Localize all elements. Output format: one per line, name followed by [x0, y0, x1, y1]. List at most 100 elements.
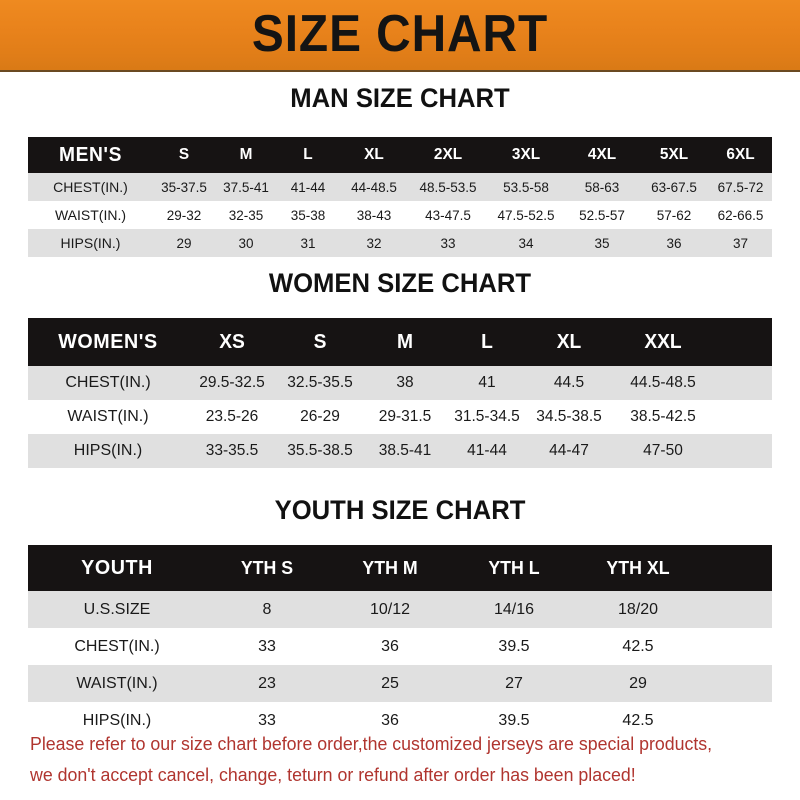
women-cell-0-0: 29.5-32.5	[199, 374, 265, 391]
table-row: CHEST(IN.) 35-37.5 37.5-41 41-44 44-48.5…	[28, 173, 772, 201]
man-col-header-3: XL	[364, 146, 384, 163]
women-col-header-2: M	[396, 330, 413, 353]
man-cell-2-3: 32	[366, 235, 382, 251]
youth-cell-1-1: 36	[381, 637, 399, 655]
man-cell-0-3: 44-48.5	[351, 179, 397, 195]
man-cell-1-2: 35-38	[290, 207, 326, 223]
man-cell-0-4: 48.5-53.5	[419, 179, 477, 195]
youth-cell-2-4	[700, 665, 772, 702]
youth-cell-0-4	[700, 591, 772, 628]
table-row: HIPS(IN.) 29 30 31 32 33 34 35 36 37	[28, 229, 772, 257]
man-table-header-row: MEN'S S M L XL 2XL 3XL 4XL 5XL 6XL	[28, 137, 772, 173]
women-cell-1-0: 23.5-26	[205, 408, 259, 425]
youth-cell-2-2: 27	[505, 674, 523, 692]
youth-table-header-row: YOUTH YTH S YTH M YTH L YTH XL	[28, 545, 772, 591]
women-cell-2-4: 44-47	[549, 442, 589, 459]
table-row: WAIST(IN.) 23 25 27 29	[28, 665, 772, 702]
man-cell-0-7: 63-67.5	[651, 179, 697, 195]
man-cell-2-1: 30	[238, 235, 254, 251]
women-cell-1-6	[716, 400, 772, 434]
man-cell-2-7: 36	[666, 235, 682, 251]
man-cell-0-5: 53.5-58	[503, 179, 549, 195]
women-col-header-5: XXL	[644, 330, 682, 353]
women-cell-0-6	[716, 366, 772, 400]
women-cell-1-1: 26-29	[300, 408, 340, 425]
women-cell-0-4: 44.5	[553, 374, 585, 391]
man-col-header-0: S	[178, 146, 190, 163]
youth-cell-0-0: 8	[262, 600, 272, 618]
man-row-1-label: WAIST(IN.)	[54, 207, 127, 223]
man-cell-1-4: 43-47.5	[425, 207, 471, 223]
women-cell-0-2: 38	[396, 374, 414, 391]
man-cell-0-0: 35-37.5	[161, 179, 207, 195]
man-col-header-2: L	[303, 146, 313, 163]
women-col-header-6	[717, 318, 771, 366]
man-row-label-header: MEN'S	[59, 143, 122, 166]
youth-section-title: YOUTH SIZE CHART	[274, 495, 526, 525]
women-row-label-header: WOMEN'S	[58, 330, 158, 353]
order-policy-note-line-2: we don't accept cancel, change, teturn o…	[30, 764, 636, 785]
youth-col-header-2: YTH L	[488, 557, 540, 578]
youth-col-header-0: YTH S	[240, 557, 294, 578]
table-row: CHEST(IN.) 33 36 39.5 42.5	[28, 628, 772, 665]
youth-row-label-header: YOUTH	[81, 556, 153, 579]
youth-row-1-label: CHEST(IN.)	[74, 637, 160, 655]
man-cell-2-4: 33	[440, 235, 456, 251]
women-cell-0-3: 41	[478, 374, 496, 391]
women-cell-2-0: 33-35.5	[205, 442, 259, 459]
man-col-header-5: 3XL	[511, 146, 541, 163]
women-row-0-label: CHEST(IN.)	[65, 374, 151, 391]
youth-cell-0-2: 14/16	[493, 600, 535, 618]
table-row: HIPS(IN.) 33 36 39.5 42.5	[28, 702, 772, 739]
table-row: U.S.SIZE 8 10/12 14/16 18/20	[28, 591, 772, 628]
women-cell-2-3: 41-44	[467, 442, 507, 459]
youth-cell-3-1: 36	[381, 711, 399, 729]
man-size-table: MEN'S S M L XL 2XL 3XL 4XL 5XL 6XL CHEST…	[28, 137, 772, 257]
man-cell-2-2: 31	[300, 235, 316, 251]
women-cell-0-5: 44.5-48.5	[630, 374, 696, 391]
youth-col-header-4	[701, 545, 770, 591]
women-col-header-1: S	[313, 330, 327, 353]
man-row-2-label: HIPS(IN.)	[60, 235, 121, 251]
youth-col-header-3: YTH XL	[606, 557, 670, 578]
man-col-header-4: 2XL	[433, 146, 463, 163]
man-cell-1-1: 32-35	[228, 207, 264, 223]
man-cell-1-0: 29-32	[166, 207, 202, 223]
women-cell-1-4: 34.5-38.5	[536, 408, 602, 425]
order-policy-note-line-1: Please refer to our size chart before or…	[30, 733, 713, 754]
youth-cell-1-0: 33	[258, 637, 276, 655]
youth-cell-1-2: 39.5	[498, 637, 530, 655]
youth-row-2-label: WAIST(IN.)	[76, 674, 158, 692]
youth-cell-3-0: 33	[258, 711, 276, 729]
man-cell-0-1: 37.5-41	[223, 179, 269, 195]
man-row-0-label: CHEST(IN.)	[53, 179, 128, 195]
man-cell-0-6: 58-63	[584, 179, 620, 195]
man-col-header-1: M	[239, 146, 253, 163]
women-table-header-row: WOMEN'S XS S M L XL XXL	[28, 318, 772, 366]
man-cell-0-2: 41-44	[290, 179, 326, 195]
women-cell-2-6	[716, 434, 772, 468]
women-col-header-3: L	[481, 330, 493, 353]
women-cell-2-2: 38.5-41	[378, 442, 432, 459]
youth-cell-0-1: 10/12	[369, 600, 411, 618]
youth-cell-1-3: 42.5	[622, 637, 654, 655]
women-row-1-label: WAIST(IN.)	[67, 408, 149, 425]
man-col-header-6: 4XL	[587, 146, 617, 163]
youth-cell-2-3: 29	[629, 674, 647, 692]
women-cell-0-1: 32.5-35.5	[287, 374, 353, 391]
youth-row-3-label: HIPS(IN.)	[82, 711, 152, 729]
man-col-header-7: 5XL	[659, 146, 689, 163]
man-cell-2-0: 29	[176, 235, 192, 251]
youth-col-header-1: YTH M	[362, 557, 418, 578]
women-row-2-label: HIPS(IN.)	[73, 442, 143, 459]
women-col-header-4: XL	[556, 330, 582, 353]
youth-size-table: YOUTH YTH S YTH M YTH L YTH XL U.S.SIZE …	[28, 545, 772, 739]
man-cell-2-5: 34	[518, 235, 534, 251]
order-policy-note: Please refer to our size chart before or…	[30, 728, 748, 790]
page-title: SIZE CHART	[251, 5, 549, 63]
women-cell-2-1: 35.5-38.5	[287, 442, 353, 459]
women-cell-2-5: 47-50	[643, 442, 683, 459]
women-col-header-0: XS	[219, 330, 245, 353]
women-cell-1-5: 38.5-42.5	[630, 408, 696, 425]
